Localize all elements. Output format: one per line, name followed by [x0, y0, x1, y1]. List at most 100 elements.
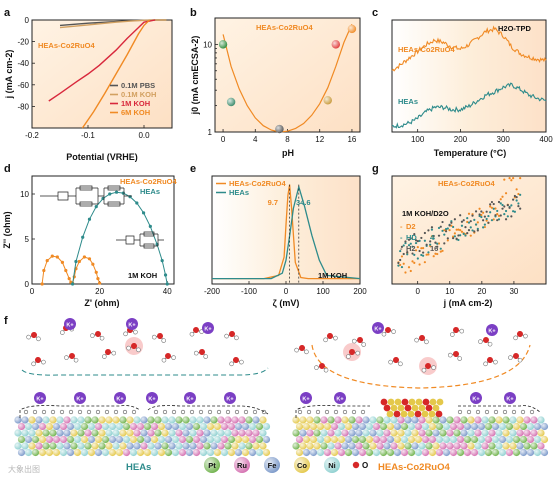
k-ion-ball-l5: [114, 392, 126, 404]
k-ion-r1: K+: [486, 324, 498, 336]
lattice-atom-shine-l-13: [105, 416, 113, 424]
xtick-label-a-0: -0.2: [25, 131, 39, 140]
panel-g-point-1-2: [400, 265, 404, 269]
panel-g-point-2-3: [402, 252, 405, 256]
panel-d-point-1-2: [81, 235, 85, 239]
lattice-atom-shine-l-175: [231, 442, 239, 450]
lattice-atom-shine-l-173: [217, 442, 225, 450]
lattice-atom-shine-l-55: [150, 422, 159, 431]
lattice-atom-shine-l-215: [262, 448, 271, 457]
panel-g-point-2-67: [515, 195, 518, 199]
water-oxygen-r0: [299, 345, 305, 351]
lattice-atom-shine-l-56: [157, 422, 166, 431]
lattice-atom-shine-r-203: [456, 448, 465, 457]
water-hydrogen-b-r13: [493, 359, 498, 365]
lattice-atom-shine-l-205: [192, 448, 201, 457]
lattice-atom-shine-r-83: [369, 429, 377, 437]
panel-g-point-1-56: [496, 209, 499, 213]
panel-g-point-0-12: [418, 263, 421, 266]
panel-d-legend-hcr: HEAs-Co2RuO4: [120, 177, 178, 186]
water-oxygen-r8: [319, 363, 325, 369]
lattice-atom-shine-l-142: [255, 435, 264, 444]
panel-d-point-1-8: [121, 191, 125, 195]
lattice-atom-shine-r-211: [512, 448, 521, 457]
lattice-atom-shine-l-194: [115, 448, 124, 457]
panel-g-point-0-36: [460, 230, 464, 233]
panel-g-point-1-61: [504, 209, 508, 213]
lattice-atom-shine-l-22: [168, 416, 176, 424]
lattice-atom-shine-r-79: [341, 429, 349, 437]
lattice-atom-shine-l-96: [182, 429, 190, 437]
lattice-atom-shine-r-120: [379, 435, 388, 444]
lattice-atom-shine-l-89: [133, 429, 141, 437]
k-ion-label-r3: K+: [336, 397, 343, 403]
panel-g-point-1-28: [446, 227, 449, 230]
lattice-atom-shine-r-193: [386, 448, 395, 457]
lattice-atom-shine-l-135: [206, 435, 215, 444]
lattice-atom-shine-r-25: [467, 416, 475, 424]
panel-d-point-1-4: [94, 205, 98, 209]
lattice-atom-shine-r-26: [474, 416, 482, 424]
water-molecule-l7: [31, 357, 46, 367]
panel-g-point-1-39: [466, 217, 469, 220]
water-hydrogen-b-l7: [41, 359, 46, 365]
lattice-atom-shine-l-16: [126, 416, 134, 424]
lattice-atom-shine-l-98: [196, 429, 204, 437]
lattice-atom-shine-r-214: [533, 448, 542, 457]
panel-g-point-2-55: [494, 214, 497, 217]
lattice-atom-shine-l-23: [175, 416, 183, 424]
lattice-atom-shine-r-45: [358, 422, 367, 431]
panel-label-a: a: [4, 7, 11, 19]
lattice-atom-shine-r-34: [530, 416, 538, 424]
panel-g-point-2-4: [404, 240, 407, 243]
water-hydrogen-b-r9: [355, 350, 361, 356]
lattice-atom-shine-l-42: [59, 422, 68, 431]
lattice-atom-shine-l-157: [105, 442, 113, 450]
panel-d-point-1-12: [148, 224, 152, 228]
surface-site-11: [122, 409, 128, 415]
water-hydrogen-b-r4: [424, 339, 429, 345]
lattice-atom-shine-l-79: [63, 429, 71, 437]
water-hydrogen-b-l8: [73, 357, 79, 363]
panel-g-point-0-7: [409, 269, 412, 273]
co2ruo4-atom-10: [390, 404, 398, 412]
surface-site-32: [351, 409, 357, 415]
panel-g-point-1-1: [399, 249, 402, 253]
water-hydrogen-a-l4: [151, 334, 157, 340]
k-ion-label-r1: K+: [488, 329, 495, 335]
lattice-atom-shine-l-57: [164, 422, 173, 431]
water-hydrogen-a-l1: [60, 330, 65, 335]
lattice-atom-shine-l-140: [241, 435, 250, 444]
panel-g-point-0-67: [515, 188, 518, 191]
panel-g-point-0-9: [413, 261, 416, 264]
panel-label-d: d: [4, 163, 11, 175]
water-hydrogen-a-r5: [450, 332, 455, 337]
k-ion-r2: K+: [300, 392, 312, 404]
panel-g-point-2-42: [471, 214, 474, 217]
panel-g-point-2-27: [444, 230, 448, 233]
panel-g-point-2-56: [496, 219, 499, 222]
surface-site-1: [32, 409, 38, 415]
lattice-atom-shine-r-49: [386, 422, 395, 431]
lattice-atom-shine-r-131: [456, 435, 465, 444]
panel-g-point-0-41: [469, 234, 472, 237]
panel-g-point-1-27: [444, 227, 448, 231]
xtick-label-g-3: 30: [509, 287, 518, 296]
lattice-atom-shine-l-25: [189, 416, 197, 424]
lattice-atom-shine-r-161: [411, 442, 419, 450]
panel-label-e: e: [190, 163, 196, 175]
panel-g-point-1-4: [404, 241, 407, 245]
watermark: 大象出图: [8, 464, 40, 474]
water-oxygen-l10: [131, 343, 137, 349]
water-hydrogen-a-l7: [31, 361, 36, 367]
panel-g-point-0-28: [446, 239, 449, 242]
panel-d-point-1-7: [114, 190, 119, 194]
water-molecule-r7: [513, 331, 528, 341]
ytick-label-a-4: 0: [25, 16, 30, 25]
panel-g-point-2-34: [457, 234, 460, 237]
lattice-atom-shine-l-102: [224, 429, 232, 437]
lattice-atom-shine-r-153: [355, 442, 363, 450]
lattice-atom-shine-l-78: [56, 429, 64, 437]
lattice-atom-shine-l-168: [182, 442, 190, 450]
xtick-label-d-0: 0: [30, 287, 35, 296]
